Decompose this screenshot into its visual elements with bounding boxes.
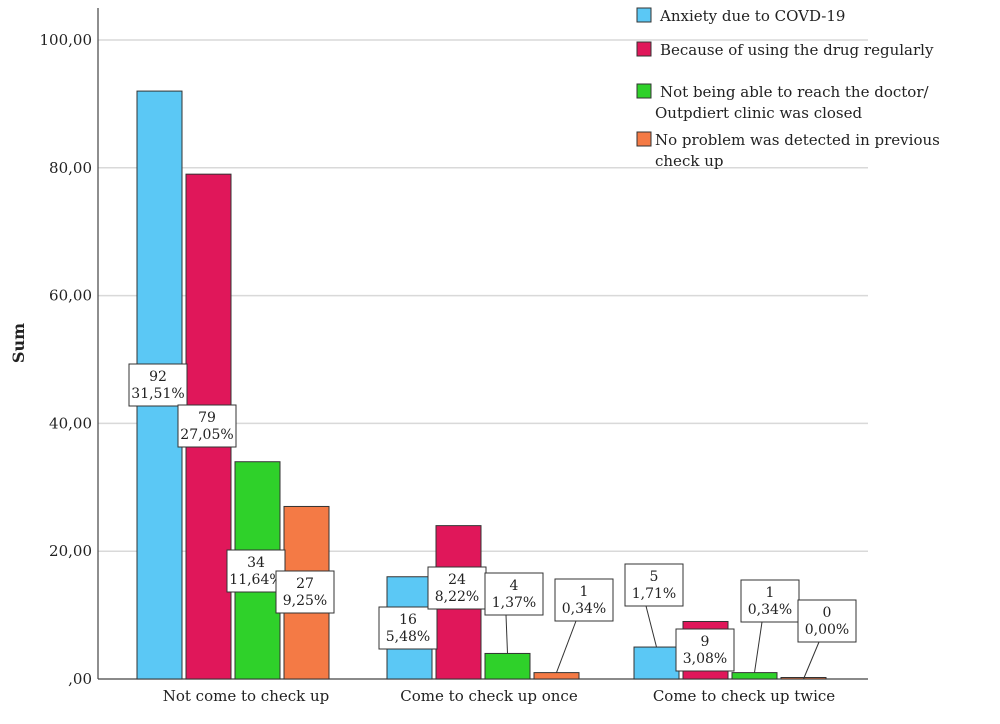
- bar: [533, 672, 580, 680]
- legend-swatch: [636, 83, 652, 99]
- legend-label: check up: [655, 152, 723, 170]
- data-label-percent: 3,08%: [683, 651, 727, 667]
- y-tick-label: ,00: [68, 670, 92, 688]
- data-label-count: 9: [701, 634, 710, 650]
- data-label-percent: 0,34%: [748, 602, 792, 618]
- data-label-count: 34: [247, 555, 265, 571]
- data-label-count: 1: [766, 585, 775, 601]
- data-label-box: [378, 606, 438, 650]
- data-label-box: [226, 549, 286, 593]
- legend-swatch: [636, 131, 652, 147]
- bar: [731, 672, 778, 680]
- data-label-percent: 5,48%: [386, 629, 430, 645]
- data-label-percent: 27,05%: [180, 427, 233, 443]
- x-category-label: Come to check up once: [400, 687, 578, 705]
- legend-label: No problem was detected in previous: [655, 131, 940, 149]
- y-axis-title: Sum: [9, 323, 28, 363]
- data-label-count: 79: [198, 410, 216, 426]
- legend: Anxiety due to COVD-19 Because of using t…: [636, 7, 940, 170]
- data-label-box: [740, 579, 800, 623]
- data-label-count: 24: [448, 572, 466, 588]
- label-leader-line: [556, 620, 577, 673]
- x-category-label: Come to check up twice: [653, 687, 835, 705]
- data-label-count: 1: [580, 584, 589, 600]
- legend-label: Anxiety due to COVD-19: [659, 7, 845, 25]
- legend-swatch: [636, 41, 652, 57]
- x-category-label: Not come to check up: [163, 687, 330, 705]
- data-label-percent: 1,37%: [492, 595, 536, 611]
- label-leader-line: [803, 641, 820, 680]
- data-label-box: [797, 599, 857, 643]
- axes: ,00 20,00 40,00 60,00 80,00 100,00 Sum Not come…: [9, 8, 868, 705]
- label-leader-line: [505, 614, 508, 654]
- label-leader-line: [645, 605, 657, 648]
- data-label-count: 0: [823, 605, 832, 621]
- data-label-percent: 8,22%: [435, 589, 479, 605]
- data-label-box: [275, 570, 335, 614]
- data-label-percent: 1,71%: [632, 586, 676, 602]
- y-tick-label: 80,00: [49, 159, 92, 177]
- data-label-box: [624, 563, 684, 607]
- data-label-box: [177, 404, 237, 448]
- y-tick-label: 60,00: [49, 287, 92, 305]
- y-tick-label: 100,00: [40, 31, 93, 49]
- data-label-percent: 9,25%: [283, 593, 327, 609]
- data-label-percent: 0,00%: [805, 622, 849, 638]
- data-label-count: 16: [399, 612, 417, 628]
- label-leader-line: [754, 621, 763, 673]
- data-label-box: [128, 363, 188, 407]
- bar: [633, 646, 680, 680]
- data-label-count: 4: [510, 578, 519, 594]
- legend-label: Not being able to reach the doctor/: [660, 83, 929, 101]
- legend-label: Because of using the drug regularly: [660, 41, 934, 59]
- legend-label: Outpdiert clinic was closed: [655, 104, 863, 122]
- data-label-percent: 11,64%: [229, 572, 282, 588]
- data-label-box: [675, 628, 735, 672]
- data-label-count: 92: [149, 369, 167, 385]
- data-label-box: [484, 572, 544, 616]
- data-label-percent: 31,51%: [131, 386, 184, 402]
- data-label-count: 27: [296, 576, 314, 592]
- data-label-box: [554, 578, 614, 622]
- legend-swatch: [636, 7, 652, 23]
- y-tick-label: 40,00: [49, 414, 92, 432]
- bar: [484, 652, 531, 680]
- data-label-count: 5: [650, 569, 659, 585]
- data-label-percent: 0,34%: [562, 601, 606, 617]
- y-tick-label: 20,00: [49, 542, 92, 560]
